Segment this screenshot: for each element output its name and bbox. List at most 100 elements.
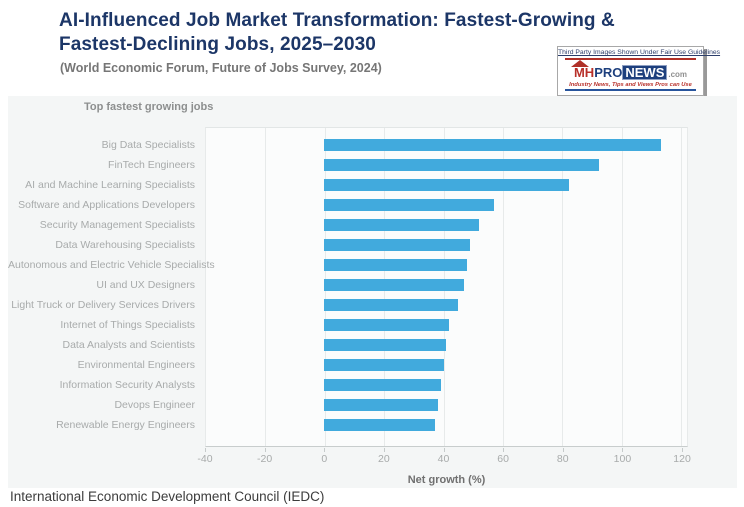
- footer-attribution: International Economic Development Counc…: [10, 489, 325, 504]
- chart-row: Security Management Specialists: [8, 215, 688, 235]
- category-label: Internet of Things Specialists: [60, 319, 195, 331]
- bar-1: [324, 139, 662, 151]
- bar-track: [205, 175, 688, 195]
- tickmark--20: [264, 448, 266, 452]
- bar-track: [205, 295, 688, 315]
- brand-wordmark: MH PRO NEWS .com: [570, 60, 688, 81]
- category-label: Software and Applications Developers: [18, 199, 195, 211]
- title-line-2: Fastest-Declining Jobs, 2025–2030: [59, 34, 376, 55]
- mhpronews-logo: MH PRO NEWS .com: [558, 60, 703, 81]
- chart-row: Light Truck or Delivery Services Drivers: [8, 295, 688, 315]
- brand-tagline: Industry News, Tips and Views Pros can U…: [569, 82, 692, 88]
- bar-track: [205, 375, 688, 395]
- category-label: Information Security Analysts: [59, 379, 195, 391]
- chart-row: Devops Engineer: [8, 395, 688, 415]
- brand-mh: MH: [573, 65, 595, 80]
- chart-row: Renewable Energy Engineers: [8, 415, 688, 435]
- bar-track: [205, 155, 688, 175]
- tickmark-40: [443, 448, 445, 452]
- tickmark-80: [562, 448, 564, 452]
- ticklabel--20: -20: [257, 453, 273, 465]
- chart-row: Environmental Engineers: [8, 355, 688, 375]
- fair-use-notice: Third Party Images Shown Under Fair Use …: [558, 49, 721, 56]
- bar-7: [324, 259, 468, 271]
- brand-tld: .com: [668, 70, 688, 79]
- bar-track: [205, 415, 688, 435]
- brand-news: NEWS: [622, 65, 668, 80]
- bar-5: [324, 219, 480, 231]
- category-label: Environmental Engineers: [77, 359, 195, 371]
- bar-15: [324, 419, 435, 431]
- ticklabel-0: 0: [321, 453, 328, 465]
- chart-row: FinTech Engineers: [8, 155, 688, 175]
- category-label: UI and UX Designers: [96, 279, 195, 291]
- bar-track: [205, 195, 688, 215]
- page-title: AI-Influenced Job Market Transformation:…: [59, 9, 615, 57]
- tickmark-60: [503, 448, 505, 452]
- bar-track: [205, 395, 688, 415]
- title-line-1: AI-Influenced Job Market Transformation:…: [59, 10, 615, 31]
- bar-track: [205, 335, 688, 355]
- category-label: AI and Machine Learning Specialists: [25, 179, 195, 191]
- chart-row: Internet of Things Specialists: [8, 315, 688, 335]
- bar-track: [205, 315, 688, 335]
- bar-4: [324, 199, 495, 211]
- tickmark-0: [324, 448, 326, 452]
- category-label: Data Analysts and Scientists: [62, 339, 196, 351]
- tickmark-100: [622, 448, 624, 452]
- category-label: Big Data Specialists: [101, 139, 195, 151]
- fair-use-attribution-box: Third Party Images Shown Under Fair Use …: [557, 46, 721, 96]
- bar-10: [324, 319, 450, 331]
- bar-11: [324, 339, 447, 351]
- bar-8: [324, 279, 465, 291]
- tickmark-20: [383, 448, 385, 452]
- ticklabel-120: 120: [673, 453, 691, 465]
- ticklabel-60: 60: [497, 453, 509, 465]
- bar-9: [324, 299, 459, 311]
- bar-chart-panel: Top fastest growing jobs Big Data Specia…: [8, 96, 737, 488]
- category-label: FinTech Engineers: [108, 159, 195, 171]
- bar-3: [324, 179, 569, 191]
- blue-divider: [565, 89, 696, 91]
- chart-row: Information Security Analysts: [8, 375, 688, 395]
- chart-row: Software and Applications Developers: [8, 195, 688, 215]
- category-label: Devops Engineer: [114, 399, 195, 411]
- category-label: Data Warehousing Specialists: [55, 239, 195, 251]
- chart-row: UI and UX Designers: [8, 275, 688, 295]
- category-label: Renewable Energy Engineers: [56, 419, 195, 431]
- ticklabel-20: 20: [378, 453, 390, 465]
- gridline-60: [502, 128, 504, 446]
- chart-row: AI and Machine Learning Specialists: [8, 175, 688, 195]
- chart-row: Data Warehousing Specialists: [8, 235, 688, 255]
- x-axis-ticklabels: -40 -20 0 20 40 60 80 100 120: [197, 453, 691, 466]
- category-label: Security Management Specialists: [39, 219, 195, 231]
- gridline-120: [681, 128, 683, 446]
- bar-6: [324, 239, 471, 251]
- gridline-80: [562, 128, 564, 446]
- bar-track: [205, 135, 688, 155]
- ticklabel-80: 80: [556, 453, 569, 465]
- tickmark--40: [205, 448, 206, 452]
- bar-track: [205, 355, 688, 375]
- bar-2: [324, 159, 599, 171]
- ticklabel--40: -40: [197, 453, 213, 465]
- x-axis-tickmarks: [205, 448, 688, 453]
- bar-track: [205, 215, 688, 235]
- bar-14: [324, 399, 438, 411]
- ticklabel-40: 40: [437, 453, 450, 465]
- subtitle: (World Economic Forum, Future of Jobs Su…: [60, 61, 382, 75]
- chart-row: Data Analysts and Scientists: [8, 335, 688, 355]
- tickmark-120: [682, 448, 684, 452]
- gridline-100: [621, 128, 623, 446]
- bar-track: [205, 235, 688, 255]
- bar-13: [324, 379, 441, 391]
- category-label: Autonomous and Electric Vehicle Speciali…: [8, 259, 215, 271]
- bar-track: [205, 255, 688, 275]
- bar-12: [324, 359, 444, 371]
- ticklabel-100: 100: [613, 453, 632, 465]
- gridline--20: [265, 128, 267, 446]
- brand-pro: PRO: [594, 65, 623, 80]
- category-label: Light Truck or Delivery Services Drivers: [11, 299, 195, 311]
- chart-title: Top fastest growing jobs: [84, 101, 214, 113]
- house-roof-icon: [570, 60, 589, 67]
